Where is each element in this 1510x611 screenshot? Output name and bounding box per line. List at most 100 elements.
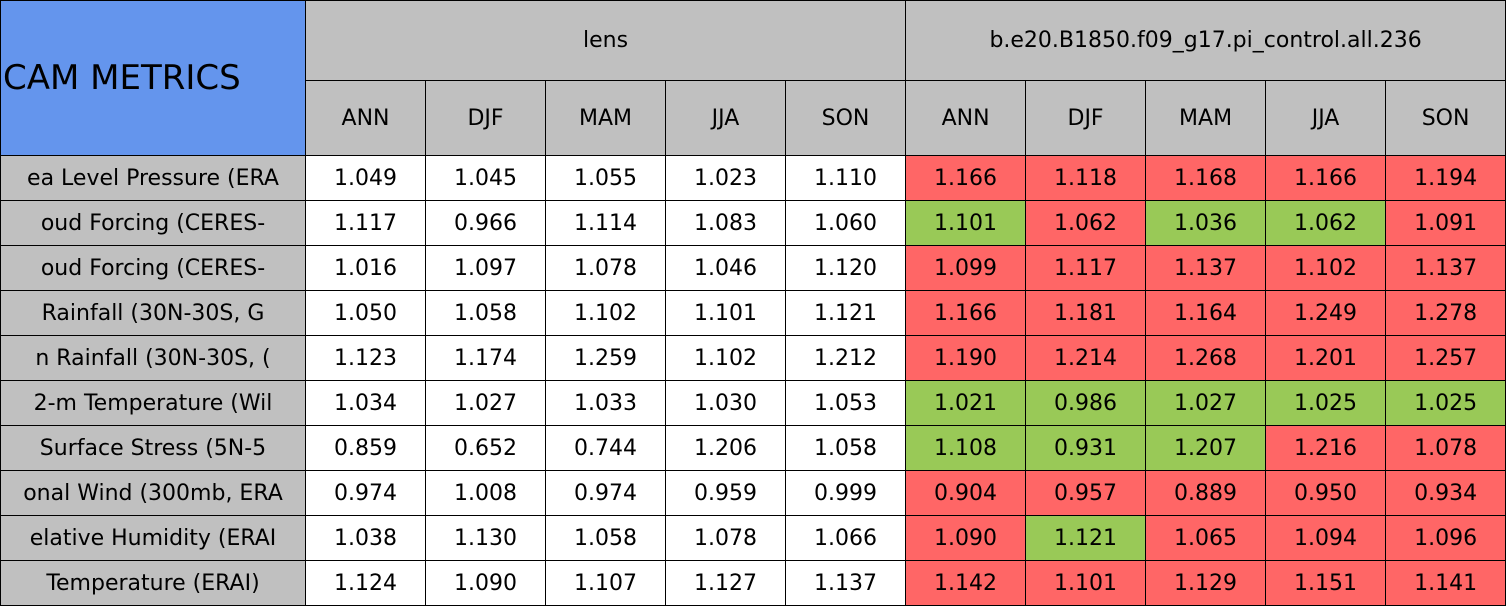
value-cell: 1.129	[1145, 560, 1267, 606]
value-cell: 1.168	[1145, 155, 1267, 201]
value-cell: 1.055	[545, 155, 666, 201]
value-cell: 1.114	[545, 200, 666, 246]
group-header-row: CAM METRICS lens b.e20.B1850.f09_g17.pi_c…	[0, 0, 1507, 156]
season-header: DJF	[1025, 80, 1147, 156]
row-label-text: Rainfall (30N-30S, G	[41, 300, 265, 326]
value-cell: 0.966	[425, 200, 546, 246]
value-cell: 1.117	[1025, 245, 1147, 291]
season-header: JJA	[1265, 80, 1387, 156]
value-cell: 1.046	[665, 245, 786, 291]
row-label-text: onal Wind (300mb, ERA	[23, 480, 283, 506]
row-label-text: Surface Stress (5N-5	[39, 435, 267, 461]
group-header: b.e20.B1850.f09_g17.pi_control.all.236	[905, 0, 1507, 81]
value-cell: 1.166	[905, 290, 1027, 336]
value-cell: 0.974	[545, 470, 666, 516]
value-cell: 1.107	[545, 560, 666, 606]
data-row: n Rainfall (30N-30S, (1.123 1.174 1.259 1.1…	[0, 335, 1507, 381]
value-cell: 0.931	[1025, 425, 1147, 471]
value-cell: 1.141	[1385, 560, 1507, 606]
data-row: onal Wind (300mb, ERA 0.974 1.008 0.974 0.95…	[0, 470, 1507, 516]
value-cell: 1.166	[1265, 155, 1387, 201]
value-cell: 0.652	[425, 425, 546, 471]
value-cell: 1.181	[1025, 290, 1147, 336]
value-cell: 1.117	[305, 200, 426, 246]
value-cell: 1.078	[1385, 425, 1507, 471]
value-cell: 1.097	[425, 245, 546, 291]
value-cell: 0.999	[784, 470, 907, 516]
value-cell: 0.959	[665, 470, 786, 516]
value-cell: 0.744	[545, 425, 666, 471]
value-cell: 1.090	[905, 515, 1027, 561]
value-cell: 1.021	[905, 380, 1027, 426]
row-label: Temperature (ERAI)	[0, 560, 306, 606]
value-cell: 1.058	[425, 290, 546, 336]
value-cell: 1.137	[1145, 245, 1267, 291]
value-cell: 1.099	[905, 245, 1027, 291]
row-label: n Rainfall (30N-30S, (	[0, 335, 306, 381]
value-cell: 1.078	[545, 245, 666, 291]
row-label: Surface Stress (5N-5	[0, 425, 306, 471]
value-cell: 1.190	[905, 335, 1027, 381]
value-cell: 1.214	[1025, 335, 1147, 381]
value-cell: 1.278	[1385, 290, 1507, 336]
value-cell: 1.123	[305, 335, 426, 381]
data-row: Temperature (ERAI) 1.124 1.090 1.107 1.127 1.…	[0, 560, 1507, 606]
table-body: ea Level Pressure (ERA 1.049 1.045 1.055 1.0…	[0, 155, 1507, 606]
value-cell: 1.025	[1265, 380, 1387, 426]
value-cell: 1.036	[1145, 200, 1267, 246]
value-cell: 1.094	[1265, 515, 1387, 561]
data-row: Surface Stress (5N-5 0.859 0.652 0.744 1.206…	[0, 425, 1507, 471]
value-cell: 0.934	[1385, 470, 1507, 516]
data-row: Rainfall (30N-30S, G 1.050 1.058 1.102 1.101…	[0, 290, 1507, 336]
value-cell: 1.142	[905, 560, 1027, 606]
value-cell: 0.889	[1145, 470, 1267, 516]
value-cell: 1.216	[1265, 425, 1387, 471]
value-cell: 1.206	[665, 425, 786, 471]
value-cell: 0.986	[1025, 380, 1147, 426]
data-row: ea Level Pressure (ERA 1.049 1.045 1.055 1.0…	[0, 155, 1507, 201]
season-header: ANN	[905, 80, 1027, 156]
season-header: SON	[1385, 80, 1507, 156]
value-cell: 1.121	[1025, 515, 1147, 561]
value-cell: 1.038	[305, 515, 426, 561]
group-header: lens	[304, 0, 907, 81]
value-cell: 1.259	[545, 335, 666, 381]
value-cell: 1.060	[784, 200, 907, 246]
value-cell: 1.096	[1385, 515, 1507, 561]
row-label-text: n Rainfall (30N-30S, (	[35, 345, 271, 371]
value-cell: 1.065	[1145, 515, 1267, 561]
row-label-text: oud Forcing (CERES-	[40, 210, 266, 236]
value-cell: 1.053	[784, 380, 907, 426]
row-label: oud Forcing (CERES-	[0, 200, 306, 246]
season-header-row: ANN DJF MAM JJA SON ANN DJF MAM JJA SON	[1, 80, 1507, 156]
table-title: CAM METRICS	[0, 0, 306, 156]
value-cell: 1.137	[1385, 245, 1507, 291]
value-cell: 1.066	[784, 515, 907, 561]
row-label: elative Humidity (ERAI	[0, 515, 306, 561]
value-cell: 1.078	[665, 515, 786, 561]
value-cell: 0.904	[905, 470, 1027, 516]
value-cell: 1.166	[905, 155, 1027, 201]
row-label-text: oud Forcing (CERES-	[40, 255, 266, 281]
value-cell: 1.008	[425, 470, 546, 516]
row-label-text: ea Level Pressure (ERA	[27, 165, 279, 191]
value-cell: 1.120	[784, 245, 907, 291]
value-cell: 1.118	[1025, 155, 1147, 201]
value-cell: 1.108	[905, 425, 1027, 471]
value-cell: 1.249	[1265, 290, 1387, 336]
value-cell: 1.033	[545, 380, 666, 426]
value-cell: 1.101	[1025, 560, 1147, 606]
value-cell: 0.950	[1265, 470, 1387, 516]
value-cell: 1.030	[665, 380, 786, 426]
value-cell: 1.268	[1145, 335, 1267, 381]
value-cell: 1.101	[665, 290, 786, 336]
value-cell: 1.027	[1145, 380, 1267, 426]
value-cell: 1.130	[425, 515, 546, 561]
row-label: onal Wind (300mb, ERA	[0, 470, 306, 516]
value-cell: 1.102	[545, 290, 666, 336]
data-row: oud Forcing (CERES- 1.016 1.097 1.078 1.046 1…	[0, 245, 1507, 291]
value-cell: 1.201	[1265, 335, 1387, 381]
data-row: elative Humidity (ERAI 1.038 1.130 1.058 1.0…	[0, 515, 1507, 561]
season-header: SON	[784, 80, 907, 156]
